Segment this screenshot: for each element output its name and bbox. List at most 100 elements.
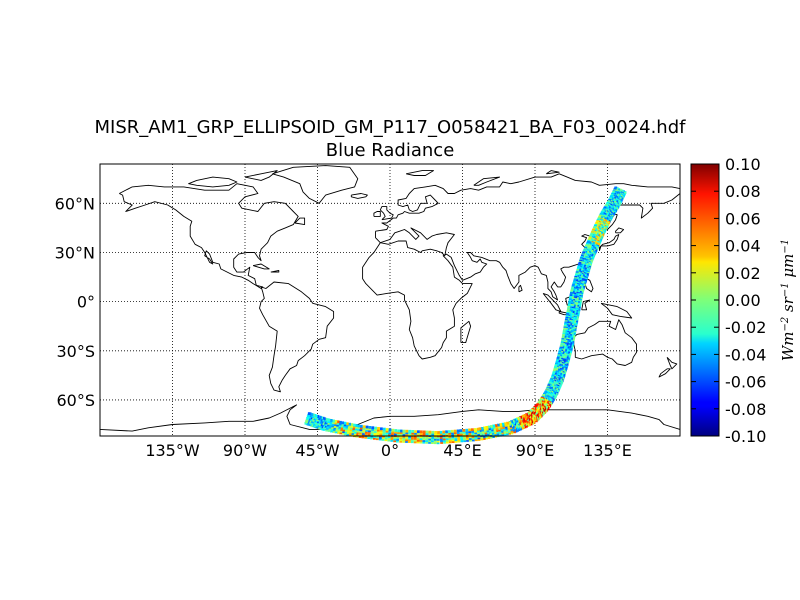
swath-pixel	[516, 426, 520, 430]
swath-pixel	[525, 418, 529, 422]
swath-pixel	[488, 427, 491, 431]
swath-pixel	[338, 424, 342, 428]
swath-pixel	[582, 255, 586, 258]
swath-pixel	[408, 433, 411, 437]
swath-pixel	[477, 433, 480, 436]
swath-pixel	[499, 423, 502, 426]
swath-pixel	[362, 427, 366, 430]
swath-pixel	[351, 428, 355, 432]
swath-pixel	[531, 419, 535, 423]
swath-pixel	[425, 439, 429, 442]
swath-pixel	[337, 429, 341, 433]
swath-pixel	[486, 432, 490, 436]
swath-pixel	[456, 431, 460, 434]
swath-pixel	[374, 428, 377, 432]
swath-pixel	[326, 421, 330, 425]
swath-pixel	[345, 425, 348, 429]
swath-pixel	[373, 436, 376, 440]
swath-pixel	[465, 435, 469, 439]
swath-pixel	[359, 424, 363, 428]
swath-pixel	[462, 430, 466, 434]
swath-pixel	[511, 419, 515, 423]
swath-pixel	[354, 427, 358, 431]
swath-pixel	[513, 430, 516, 434]
swath-pixel	[331, 422, 335, 426]
swath-pixel	[493, 429, 497, 433]
swath-pixel	[425, 432, 429, 436]
swath-pixel	[508, 431, 511, 435]
swath-pixel	[373, 435, 376, 438]
swath-pixel	[396, 436, 400, 440]
swath-pixel	[440, 439, 443, 443]
swath-pixel	[572, 288, 576, 292]
swath-pixel	[486, 429, 489, 433]
swath-pixel	[513, 428, 517, 431]
swath-pixel	[525, 413, 528, 417]
swath-pixel	[497, 427, 501, 430]
swath-pixel	[422, 435, 426, 439]
swath-pixel	[422, 433, 426, 437]
swath-pixel	[304, 421, 308, 425]
swath-pixel	[387, 438, 391, 442]
swath-pixel	[333, 426, 336, 430]
swath-pixel	[459, 429, 463, 432]
swath-pixel	[368, 429, 371, 433]
swath-pixel	[494, 424, 498, 427]
swath-pixel	[397, 429, 401, 433]
swath-pixel	[365, 427, 369, 431]
swath-pixel	[321, 425, 325, 429]
swath-pixel	[506, 423, 510, 427]
swath-pixel	[416, 432, 420, 435]
swath-pixel	[528, 411, 531, 415]
swath-pixel	[399, 429, 403, 433]
swath-pixel	[391, 432, 394, 435]
swath-pixel	[471, 430, 474, 433]
swath-pixel	[439, 430, 443, 434]
swath-pixel	[454, 433, 457, 436]
swath-pixel	[453, 431, 457, 435]
swath-pixel	[516, 429, 519, 432]
swath-pixel	[507, 428, 511, 432]
swath-pixel	[385, 433, 388, 436]
swath-pixel	[373, 430, 377, 433]
swath-pixel	[335, 427, 339, 430]
swath-pixel	[390, 439, 394, 442]
y-tick-label: 30°S	[56, 342, 95, 361]
swath-pixel	[411, 433, 414, 437]
swath-pixel	[450, 429, 454, 433]
swath-pixel	[483, 426, 486, 430]
coastline-segment	[362, 173, 681, 360]
swath-pixel	[522, 418, 525, 422]
swath-pixel	[341, 421, 345, 425]
swath-pixel	[413, 440, 417, 444]
swath-pixel	[370, 431, 374, 435]
swath-pixel	[561, 377, 565, 381]
swath-pixel	[425, 440, 428, 444]
swath-pixel	[445, 439, 449, 442]
swath-pixel	[408, 438, 411, 442]
swath-pixel	[490, 426, 494, 430]
swath-pixel	[422, 439, 426, 442]
swath-pixel	[523, 414, 527, 417]
swath-pixel	[349, 426, 353, 430]
swath-pixel	[492, 426, 496, 430]
swath-pixel	[361, 432, 365, 435]
swath-pixel	[394, 432, 397, 436]
swath-pixel	[504, 425, 508, 429]
swath-pixel	[503, 431, 506, 434]
swath-pixel	[410, 440, 414, 444]
swath-pixel	[399, 431, 403, 435]
swath-pixel	[411, 435, 414, 438]
swath-pixel	[514, 429, 518, 433]
swath-pixel	[492, 424, 496, 428]
swath-pixel	[509, 428, 513, 431]
coastline-segment	[573, 319, 637, 366]
coastline-segment	[615, 227, 625, 234]
swath-pixel	[349, 430, 352, 433]
swath-pixel	[419, 439, 423, 442]
swath-pixel	[422, 437, 426, 441]
swath-pixel	[462, 429, 466, 432]
swath-pixel	[528, 417, 532, 421]
coastline-segment	[373, 211, 381, 217]
swath-pixel	[522, 414, 525, 418]
